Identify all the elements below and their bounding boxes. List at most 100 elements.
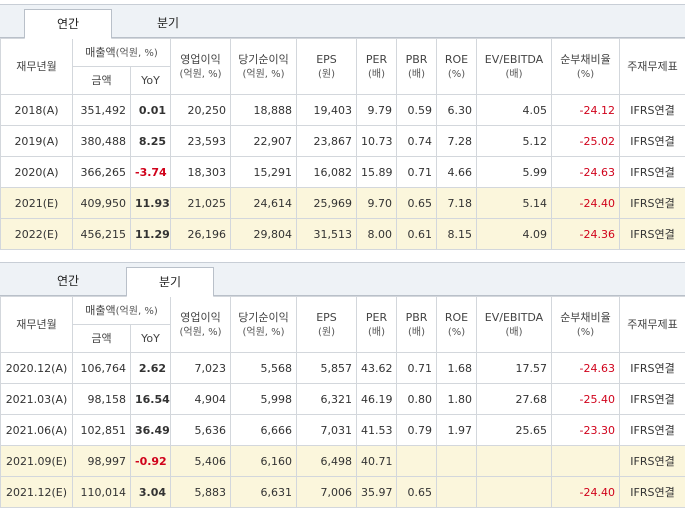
tab-annual[interactable]: 연간	[24, 9, 112, 39]
cell-main-statement: IFRS연결	[619, 156, 685, 188]
cell-net-debt-ratio: -24.63	[551, 352, 620, 384]
annual-table-body: 2018(A) 351,492 0.01 20,250 18,888 19,403 9.79…	[0, 94, 685, 250]
header-amount: 금액	[72, 66, 131, 95]
cell-main-statement: IFRS연결	[619, 383, 685, 415]
cell-roe: 8.15	[436, 218, 477, 250]
header-sales: 매출액(억원, %)	[72, 296, 171, 325]
cell-roe: 7.28	[436, 125, 477, 157]
cell-per: 10.73	[356, 125, 397, 157]
cell-period: 2021.09(E)	[0, 445, 73, 477]
tab-annual[interactable]: 연간	[56, 274, 80, 288]
table-row: 2021.03(A) 98,158 16.54 4,904 5,998 6,321 46.1…	[0, 383, 685, 415]
cell-op-profit: 5,883	[170, 476, 231, 508]
cell-main-statement: IFRS연결	[619, 187, 685, 219]
header-yoy: YoY	[130, 324, 171, 353]
table-row: 2021.12(E) 110,014 3.04 5,883 6,631 7,006 35.9…	[0, 476, 685, 508]
annual-tabbar: 연간 분기	[0, 4, 685, 39]
cell-ev-ebitda: 5.12	[476, 125, 552, 157]
annual-financial-table: 재무년월 매출액(억원, %) 영업이익 (억원, %) 당기순이익 (억원, %)…	[0, 38, 685, 250]
cell-period: 2021.03(A)	[0, 383, 73, 415]
cell-op-profit: 5,636	[170, 414, 231, 446]
cell-ev-ebitda	[476, 445, 552, 477]
cell-net-debt-ratio: -25.02	[551, 125, 620, 157]
cell-roe	[436, 445, 477, 477]
cell-sales-amount: 380,488	[72, 125, 131, 157]
cell-sales-yoy: 3.04	[130, 476, 171, 508]
header-eps: EPS (원)	[296, 296, 357, 353]
header-net-profit: 당기순이익 (억원, %)	[230, 296, 297, 353]
header-net-debt-ratio: 순부채비율 (%)	[551, 296, 620, 353]
cell-net-debt-ratio: -24.40	[551, 476, 620, 508]
cell-ev-ebitda: 25.65	[476, 414, 552, 446]
cell-sales-amount: 102,851	[72, 414, 131, 446]
cell-sales-yoy: 2.62	[130, 352, 171, 384]
header-per: PER (배)	[356, 296, 397, 353]
header-eps: EPS (원)	[296, 38, 357, 95]
cell-roe	[436, 476, 477, 508]
tab-quarterly[interactable]: 분기	[126, 267, 214, 297]
table-row: 2020(A) 366,265 -3.74 18,303 15,291 16,082 15.…	[0, 156, 685, 188]
cell-sales-yoy: 8.25	[130, 125, 171, 157]
cell-ev-ebitda: 17.57	[476, 352, 552, 384]
cell-main-statement: IFRS연결	[619, 445, 685, 477]
cell-sales-amount: 110,014	[72, 476, 131, 508]
cell-per: 9.79	[356, 94, 397, 126]
cell-op-profit: 26,196	[170, 218, 231, 250]
cell-per: 35.97	[356, 476, 397, 508]
cell-net-debt-ratio: -24.36	[551, 218, 620, 250]
cell-roe: 1.97	[436, 414, 477, 446]
header-period: 재무년월	[0, 296, 73, 353]
quarterly-table-header: 재무년월 매출액(억원, %) 영업이익 (억원, %) 당기순이익 (억원, %)…	[0, 296, 685, 353]
cell-eps: 31,513	[296, 218, 357, 250]
cell-period: 2020(A)	[0, 156, 73, 188]
cell-op-profit: 7,023	[170, 352, 231, 384]
cell-sales-yoy: 16.54	[130, 383, 171, 415]
cell-net-profit: 18,888	[230, 94, 297, 126]
tab-quarterly[interactable]: 분기	[156, 16, 180, 30]
cell-net-profit: 5,568	[230, 352, 297, 384]
cell-per: 41.53	[356, 414, 397, 446]
cell-eps: 7,006	[296, 476, 357, 508]
cell-pbr: 0.59	[396, 94, 437, 126]
cell-net-profit: 6,160	[230, 445, 297, 477]
cell-net-profit: 5,998	[230, 383, 297, 415]
cell-net-profit: 22,907	[230, 125, 297, 157]
table-row: 2019(A) 380,488 8.25 23,593 22,907 23,867 10.7…	[0, 125, 685, 157]
cell-sales-amount: 366,265	[72, 156, 131, 188]
header-sales: 매출액(억원, %)	[72, 38, 171, 67]
cell-op-profit: 4,904	[170, 383, 231, 415]
cell-sales-yoy: -3.74	[130, 156, 171, 188]
header-roe: ROE (%)	[436, 296, 477, 353]
table-row: 2020.12(A) 106,764 2.62 7,023 5,568 5,857 43.6…	[0, 352, 685, 384]
header-main-statement: 주재무제표	[619, 296, 685, 353]
header-per: PER (배)	[356, 38, 397, 95]
cell-net-profit: 6,666	[230, 414, 297, 446]
header-op-profit: 영업이익 (억원, %)	[170, 296, 231, 353]
cell-per: 46.19	[356, 383, 397, 415]
table-row: 2021(E) 409,950 11.93 21,025 24,614 25,969 9.7…	[0, 187, 685, 219]
cell-eps: 23,867	[296, 125, 357, 157]
cell-pbr: 0.79	[396, 414, 437, 446]
quarterly-financial-table: 재무년월 매출액(억원, %) 영업이익 (억원, %) 당기순이익 (억원, %)…	[0, 296, 685, 508]
cell-sales-amount: 456,215	[72, 218, 131, 250]
cell-op-profit: 20,250	[170, 94, 231, 126]
cell-sales-yoy: 11.93	[130, 187, 171, 219]
cell-period: 2019(A)	[0, 125, 73, 157]
cell-ev-ebitda: 5.14	[476, 187, 552, 219]
cell-period: 2018(A)	[0, 94, 73, 126]
cell-sales-yoy: 11.29	[130, 218, 171, 250]
header-roe: ROE (%)	[436, 38, 477, 95]
cell-pbr: 0.71	[396, 352, 437, 384]
quarterly-table-body: 2020.12(A) 106,764 2.62 7,023 5,568 5,857 43.6…	[0, 352, 685, 508]
cell-main-statement: IFRS연결	[619, 125, 685, 157]
cell-per: 40.71	[356, 445, 397, 477]
cell-ev-ebitda: 4.05	[476, 94, 552, 126]
cell-period: 2021.06(A)	[0, 414, 73, 446]
cell-net-profit: 6,631	[230, 476, 297, 508]
cell-op-profit: 5,406	[170, 445, 231, 477]
cell-op-profit: 21,025	[170, 187, 231, 219]
cell-op-profit: 23,593	[170, 125, 231, 157]
header-net-profit: 당기순이익 (억원, %)	[230, 38, 297, 95]
cell-eps: 16,082	[296, 156, 357, 188]
header-yoy: YoY	[130, 66, 171, 95]
